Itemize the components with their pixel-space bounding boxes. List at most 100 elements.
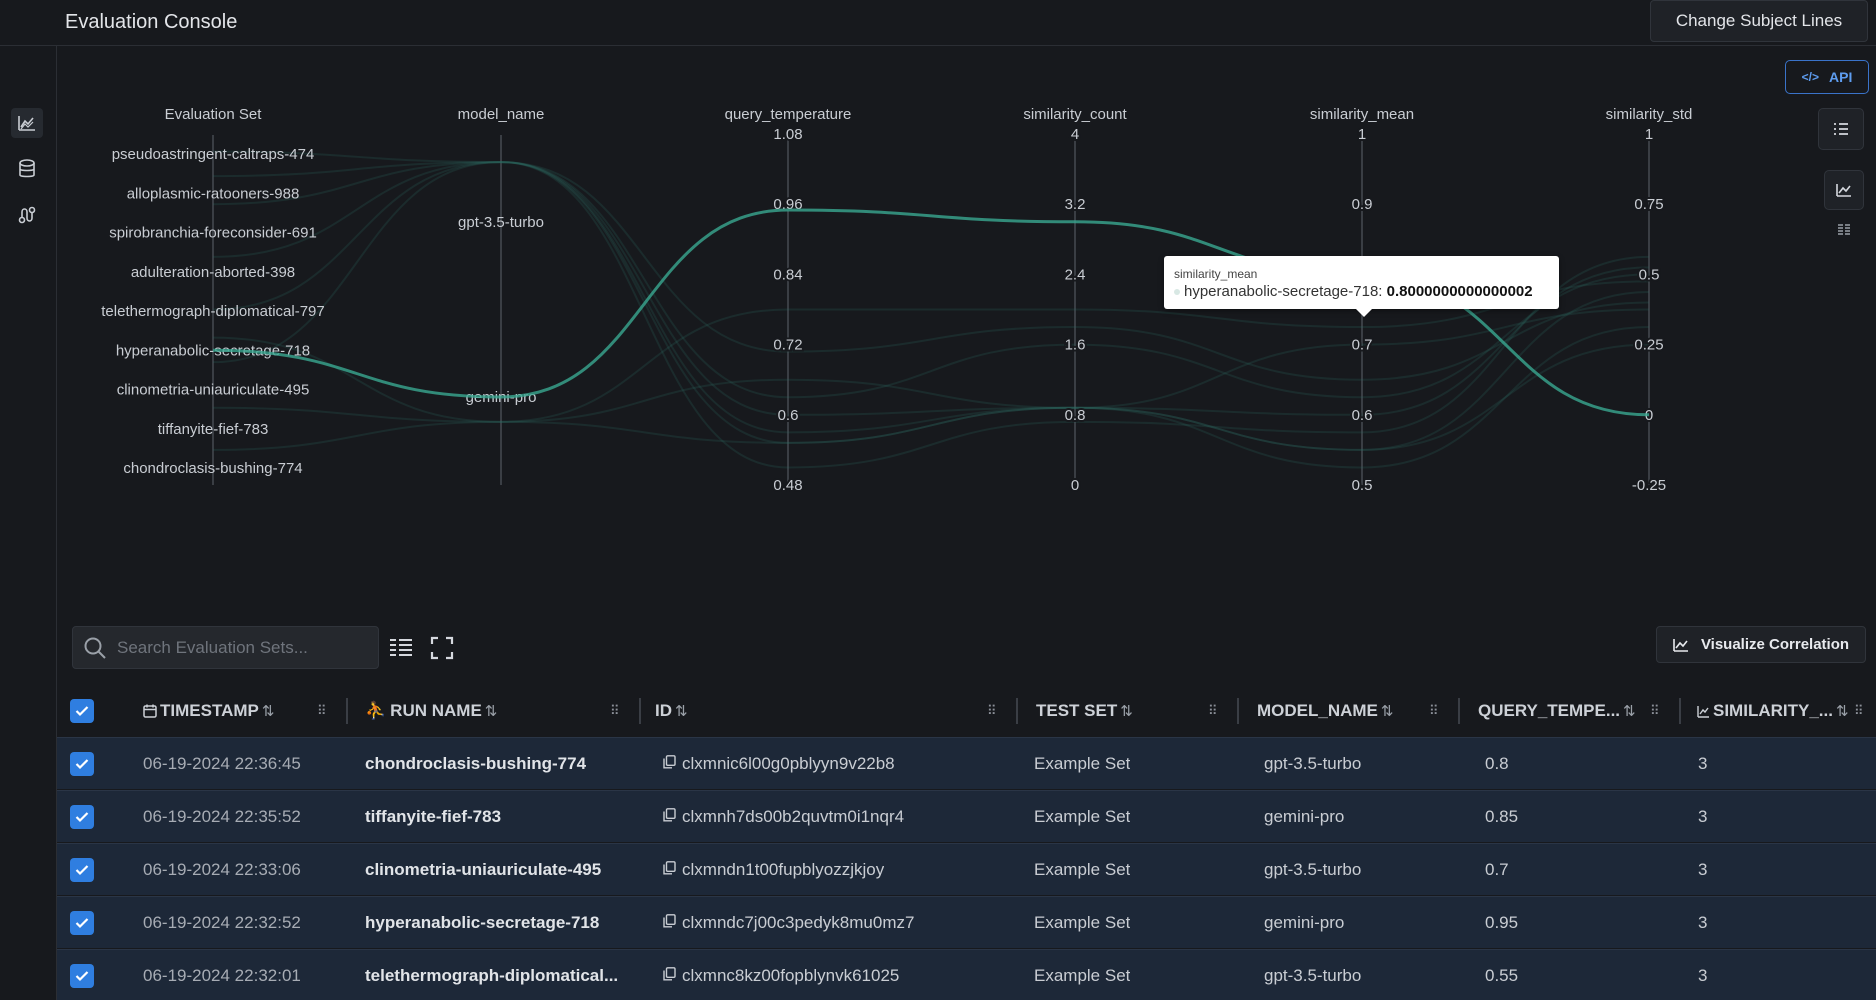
cell-temp: 0.85	[1485, 791, 1518, 843]
sort-icon[interactable]: ⇅	[1120, 703, 1133, 720]
table-row[interactable]: 06-19-2024 22:35:52 tiffanyite-fief-783 cl…	[57, 790, 1876, 842]
column-resize-handle[interactable]	[1016, 698, 1018, 724]
sort-icon[interactable]: ⇅	[1623, 703, 1636, 720]
cell-text: chondroclasis-bushing-774	[365, 754, 587, 773]
column-menu-icon[interactable]: ⠿	[317, 703, 326, 718]
cell-timestamp: 06-19-2024 22:35:52	[143, 791, 301, 843]
row-checkbox[interactable]	[70, 964, 94, 988]
chart-area-icon	[1836, 184, 1851, 197]
cell-sim: 3	[1698, 738, 1707, 790]
table-view-button[interactable]	[1824, 210, 1864, 250]
database-icon[interactable]	[11, 154, 43, 184]
copy-icon[interactable]	[663, 754, 676, 774]
column-menu-icon[interactable]: ⠿	[987, 703, 996, 718]
column-header-query-temperature[interactable]: QUERY_TEMPE... ⇅	[1478, 685, 1636, 737]
column-label: MODEL_NAME	[1257, 701, 1378, 720]
table-row[interactable]: 06-19-2024 22:32:52 hyperanabolic-secreta…	[57, 896, 1876, 948]
route-icon[interactable]	[11, 200, 43, 230]
cell-text: 06-19-2024 22:36:45	[143, 754, 301, 773]
list-view-button[interactable]	[1818, 108, 1864, 150]
sort-icon[interactable]: ⇅	[675, 703, 688, 720]
search-input[interactable]	[117, 637, 367, 658]
sort-icon[interactable]: ⇅	[484, 703, 498, 720]
cell-timestamp: 06-19-2024 22:36:45	[143, 738, 301, 790]
select-all-checkbox[interactable]	[70, 699, 94, 723]
row-checkbox[interactable]	[70, 858, 94, 882]
column-resize-handle[interactable]	[346, 698, 348, 724]
columns-icon	[1838, 224, 1850, 235]
cell-text: 0.85	[1485, 807, 1519, 826]
row-checkbox[interactable]	[70, 805, 94, 829]
column-menu-icon[interactable]: ⠿	[1429, 703, 1438, 718]
column-menu-icon[interactable]: ⠿	[1854, 703, 1863, 718]
column-resize-handle[interactable]	[639, 698, 641, 724]
row-checkbox[interactable]	[70, 911, 94, 935]
cell-temp: 0.8	[1485, 738, 1509, 790]
axis-tick-label: 0.75	[1634, 196, 1663, 213]
cell-run-name: hyperanabolic-secretage-718	[365, 897, 599, 949]
copy-icon[interactable]	[663, 913, 676, 933]
column-resize-handle[interactable]	[1458, 698, 1460, 724]
cell-id[interactable]: clxmnh7ds00b2quvtm0i1nqr4	[663, 791, 904, 843]
chart-view-button[interactable]	[1824, 170, 1864, 210]
column-menu-icon[interactable]: ⠿	[1650, 703, 1659, 718]
axis-tick-label: gpt-3.5-turbo	[458, 214, 544, 231]
column-header-run-name[interactable]: ⛹ RUN NAME ⇅	[365, 685, 497, 737]
column-menu-icon[interactable]: ⠿	[1208, 703, 1217, 718]
fullscreen-icon[interactable]	[429, 635, 455, 661]
column-resize-handle[interactable]	[1679, 698, 1681, 724]
check-icon	[75, 812, 89, 823]
copy-icon[interactable]	[663, 966, 676, 986]
column-header-similarity[interactable]: SIMILARITY_... ⇅	[1697, 685, 1849, 737]
column-header-timestamp[interactable]: TIMESTAMP ⇅	[143, 685, 274, 737]
cell-model: gpt-3.5-turbo	[1264, 844, 1361, 896]
cell-test-set: Example Set	[1034, 738, 1130, 790]
cell-model: gemini-pro	[1264, 791, 1344, 843]
parallel-coordinates-chart[interactable]: Evaluation Set pseudoastringent-caltraps-…	[57, 100, 1737, 600]
copy-icon[interactable]	[663, 860, 676, 880]
cell-temp: 0.95	[1485, 897, 1518, 949]
row-checkbox[interactable]	[70, 752, 94, 776]
copy-icon[interactable]	[663, 807, 676, 827]
api-button[interactable]: </> API	[1785, 60, 1869, 94]
cell-text: hyperanabolic-secretage-718	[365, 913, 600, 932]
background-series-line	[212, 308, 1650, 444]
column-header-id[interactable]: ID ⇅	[655, 685, 688, 737]
check-icon	[75, 971, 89, 982]
check-icon	[75, 918, 89, 929]
sort-icon[interactable]: ⇅	[261, 703, 275, 720]
tooltip-title: similarity_mean	[1174, 267, 1258, 281]
cell-text: tiffanyite-fief-783	[365, 807, 502, 826]
table-header: TIMESTAMP ⇅ ⠿ ⛹ RUN NAME ⇅ ⠿ ID ⇅ ⠿ TEST SE…	[57, 685, 1876, 737]
chart-line-icon[interactable]	[11, 108, 43, 138]
column-resize-handle[interactable]	[1237, 698, 1239, 724]
sort-icon[interactable]: ⇅	[1380, 703, 1394, 720]
table-row[interactable]: 06-19-2024 22:32:01 telethermograph-diplo…	[57, 949, 1876, 1000]
api-button-label: API	[1829, 69, 1853, 85]
cell-id[interactable]: clxmndc7j00c3pedyk8mu0mz7	[663, 897, 914, 949]
table-row[interactable]: 06-19-2024 22:36:45 chondroclasis-bushing…	[57, 737, 1876, 789]
table-row[interactable]: 06-19-2024 22:33:06 clinometria-uniauricu…	[57, 843, 1876, 895]
cell-id[interactable]: clxmnic6l00g0pblyyn9v22b8	[663, 738, 895, 790]
cell-text: gemini-pro	[1264, 913, 1345, 932]
axis-tick-label: 0.5	[1639, 266, 1660, 283]
column-header-test-set[interactable]: TEST SET ⇅	[1036, 685, 1133, 737]
cell-text: 06-19-2024 22:32:01	[143, 966, 301, 985]
code-icon: </>	[1801, 70, 1819, 84]
search-box[interactable]	[72, 626, 379, 669]
sort-icon[interactable]: ⇅	[1835, 703, 1849, 720]
cell-run-name: tiffanyite-fief-783	[365, 791, 501, 843]
cell-sim: 3	[1698, 897, 1707, 949]
series-dot-icon	[1174, 289, 1180, 296]
change-subject-lines-button[interactable]: Change Subject Lines	[1650, 0, 1868, 42]
column-header-model-name[interactable]: MODEL_NAME ⇅	[1257, 685, 1393, 737]
density-icon[interactable]	[388, 635, 414, 661]
axis-tick-label: 0.9	[1352, 196, 1373, 213]
cell-text: gpt-3.5-turbo	[1264, 860, 1362, 879]
visualize-correlation-button[interactable]: Visualize Correlation	[1656, 626, 1866, 663]
cell-id[interactable]: clxmndn1t00fupblyozzjkjoy	[663, 844, 884, 896]
axis-tick-label: chondroclasis-bushing-774	[123, 460, 302, 477]
check-icon	[75, 865, 89, 876]
cell-id[interactable]: clxmnc8kz00fopblynvk61025	[663, 950, 899, 1000]
column-menu-icon[interactable]: ⠿	[610, 703, 619, 718]
